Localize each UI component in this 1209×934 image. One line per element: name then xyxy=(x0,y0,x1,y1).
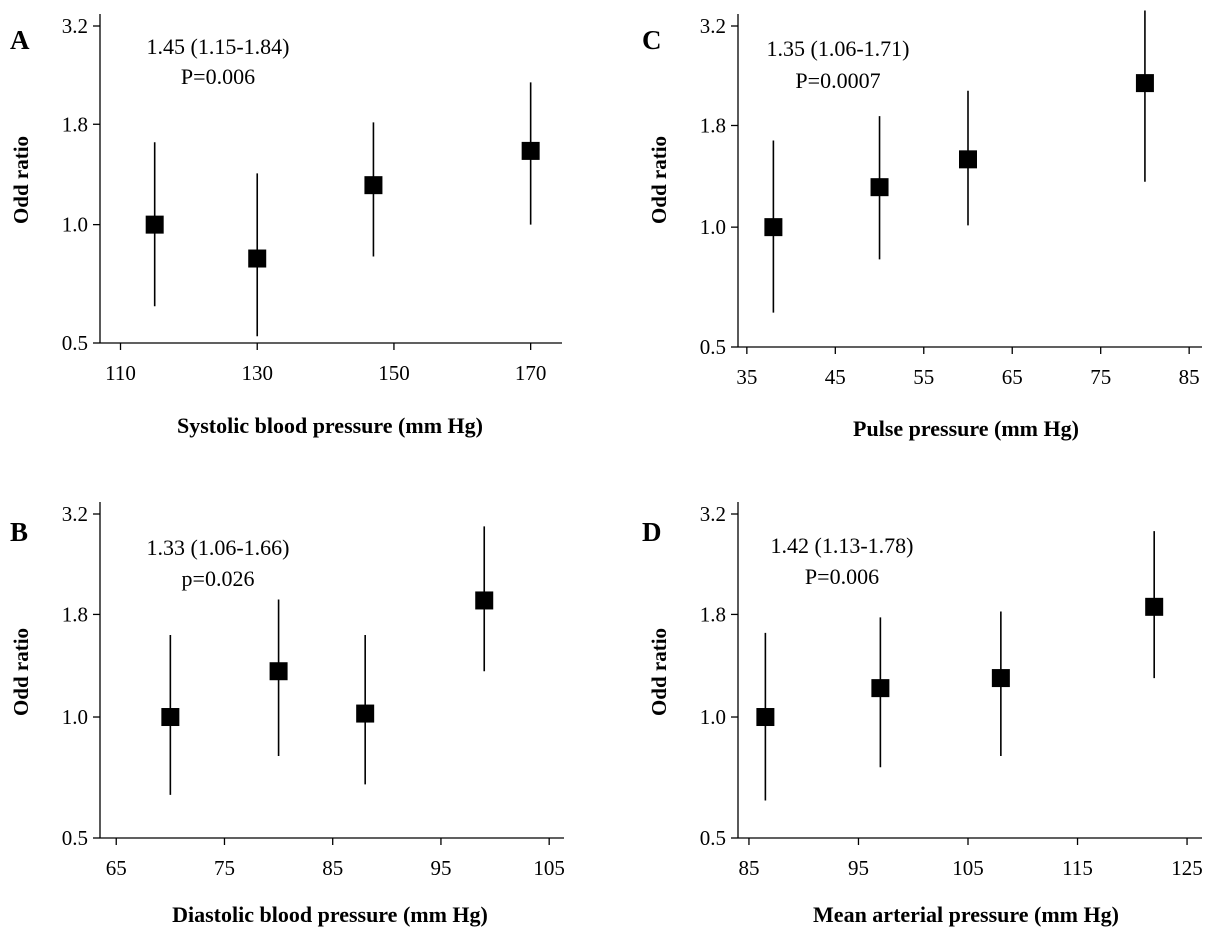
panel-c-point-marker xyxy=(870,178,889,197)
panel-a-x-tick-label: 130 xyxy=(241,361,273,385)
panel-b-point-marker xyxy=(269,662,288,681)
panel-d-annotation-line-2: P=0.006 xyxy=(805,564,879,589)
panel-d-point-marker xyxy=(756,708,775,727)
panel-a-point-marker xyxy=(248,249,267,268)
panel-d-x-tick-label: 105 xyxy=(952,856,984,880)
panel-a-x-tick-label: 170 xyxy=(515,361,547,385)
panel-a-point-marker xyxy=(145,215,164,234)
panel-b: 0.5 1.0 1.8 3.2 65 75 85 95 105 B 1.33 (1.06-1.6… xyxy=(9,502,565,927)
panel-b-letter: B xyxy=(10,517,28,547)
panel-a-y-tick-label: 3.2 xyxy=(62,14,88,38)
panel-d-x-tick-label: 85 xyxy=(738,856,759,880)
panel-c-y-tick-label: 0.5 xyxy=(700,335,726,359)
panel-a-y-tick-label: 0.5 xyxy=(62,331,88,355)
panel-b-y-axis-label: Odd ratio xyxy=(9,628,33,716)
panel-c-y-tick-label: 1.8 xyxy=(700,113,726,137)
panel-d-point-marker xyxy=(991,669,1010,688)
panel-c-point-marker xyxy=(764,218,783,237)
panel-d-plot: 0.5 1.0 1.8 3.2 85 95 105 115 125 xyxy=(700,502,1203,880)
panel-c-letter: C xyxy=(642,25,662,55)
panel-c-x-axis-label: Pulse pressure (mm Hg) xyxy=(853,416,1079,441)
panel-d-y-tick-label: 3.2 xyxy=(700,502,726,526)
panel-b-x-tick-label: 105 xyxy=(533,856,565,880)
panel-a-y-tick-label: 1.0 xyxy=(62,213,88,237)
panel-b-annotation-line-2: p=0.026 xyxy=(182,566,255,591)
panel-d-letter: D xyxy=(642,517,662,547)
panel-d-y-tick-label: 1.0 xyxy=(700,705,726,729)
panel-b-point-marker xyxy=(475,591,494,610)
panel-b-y-tick-label: 0.5 xyxy=(62,826,88,850)
panel-b-y-tick-label: 3.2 xyxy=(62,502,88,526)
panel-c-x-tick-label: 75 xyxy=(1090,365,1111,389)
panel-c-y-tick-label: 3.2 xyxy=(700,14,726,38)
panel-b-point-marker xyxy=(161,708,180,727)
panel-d-x-tick-label: 95 xyxy=(848,856,869,880)
panel-d-x-tick-label: 115 xyxy=(1062,856,1093,880)
panel-c-point-marker xyxy=(1135,74,1154,93)
panel-d-annotation-line-1: 1.42 (1.13-1.78) xyxy=(771,533,914,558)
panel-d: 0.5 1.0 1.8 3.2 85 95 105 115 125 D 1.42 (1.13-1… xyxy=(642,502,1203,927)
panel-c-x-tick-label: 35 xyxy=(736,365,757,389)
panel-a-point-marker xyxy=(521,141,540,160)
panel-a-point-marker xyxy=(364,176,383,195)
panel-b-x-tick-label: 75 xyxy=(214,856,235,880)
panel-a-x-axis-label: Systolic blood pressure (mm Hg) xyxy=(177,413,483,438)
panel-c-y-axis-label: Odd ratio xyxy=(647,136,671,224)
panel-d-y-axis-label: Odd ratio xyxy=(647,628,671,716)
panel-c-annotation-line-2: P=0.0007 xyxy=(795,68,880,93)
panel-d-y-tick-label: 1.8 xyxy=(700,602,726,626)
panel-a-annotation-line-2: P=0.006 xyxy=(181,64,255,89)
panel-b-y-tick-label: 1.8 xyxy=(62,602,88,626)
panel-c-x-tick-label: 45 xyxy=(825,365,846,389)
panel-c-y-tick-label: 1.0 xyxy=(700,215,726,239)
panel-c-plot: 0.5 1.0 1.8 3.2 35 45 55 65 75 85 xyxy=(700,10,1202,389)
panel-c-point-marker xyxy=(959,150,977,169)
panel-a: 0.5 1.0 1.8 3.2 110 130 150 170 A 1.45 (1.15-1.… xyxy=(9,14,562,438)
panel-d-x-tick-label: 125 xyxy=(1171,856,1203,880)
panel-a-x-tick-label: 150 xyxy=(378,361,410,385)
panel-a-y-axis-label: Odd ratio xyxy=(9,136,33,224)
panel-a-plot: 0.5 1.0 1.8 3.2 110 130 150 170 xyxy=(62,14,562,385)
panel-a-annotation-line-1: 1.45 (1.15-1.84) xyxy=(147,34,290,59)
panel-d-point-marker xyxy=(1145,597,1164,616)
panel-a-y-tick-label: 1.8 xyxy=(62,112,88,136)
panel-d-y-tick-label: 0.5 xyxy=(700,826,726,850)
panel-b-y-tick-label: 1.0 xyxy=(62,705,88,729)
panel-d-x-axis-label: Mean arterial pressure (mm Hg) xyxy=(813,902,1119,927)
panel-b-x-tick-label: 95 xyxy=(430,856,451,880)
panel-b-plot: 0.5 1.0 1.8 3.2 65 75 85 95 105 xyxy=(62,502,565,880)
panel-d-point-marker xyxy=(871,679,890,698)
panel-b-x-axis-label: Diastolic blood pressure (mm Hg) xyxy=(172,902,488,927)
panel-b-x-tick-label: 65 xyxy=(106,856,127,880)
panel-c: 0.5 1.0 1.8 3.2 35 45 55 65 75 85 C 1.35 (1.06-1.… xyxy=(642,10,1202,441)
panel-b-annotation-line-1: 1.33 (1.06-1.66) xyxy=(147,535,290,560)
panel-a-letter: A xyxy=(10,25,30,55)
panel-b-x-tick-label: 85 xyxy=(322,856,343,880)
panel-c-x-tick-label: 55 xyxy=(913,365,934,389)
panel-b-point-marker xyxy=(356,704,375,723)
panel-c-x-tick-label: 85 xyxy=(1179,365,1200,389)
panel-c-x-tick-label: 65 xyxy=(1002,365,1023,389)
panel-c-annotation-line-1: 1.35 (1.06-1.71) xyxy=(767,36,910,61)
panel-a-x-tick-label: 110 xyxy=(105,361,136,385)
